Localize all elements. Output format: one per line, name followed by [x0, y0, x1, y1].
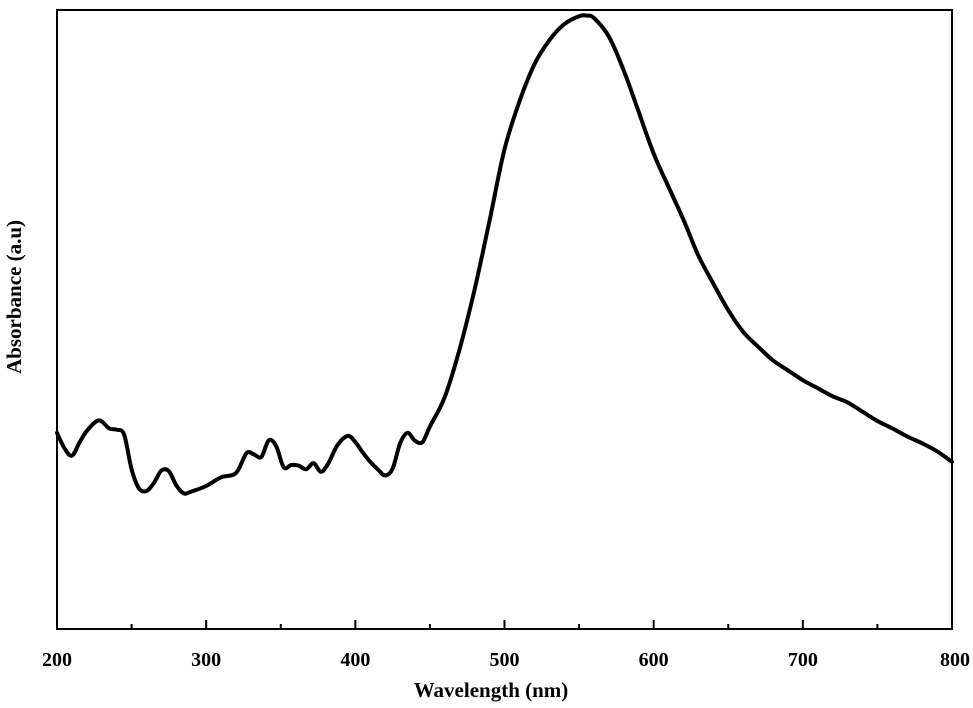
x-axis-tick-labels: 200 300 400 500 600 700 800 — [42, 649, 970, 671]
x-axis-title: Wavelength (nm) — [414, 678, 569, 702]
plot-frame — [56, 9, 953, 630]
x-tick-label: 400 — [340, 649, 370, 671]
x-tick-label: 300 — [191, 649, 221, 671]
x-tick-label: 200 — [42, 649, 72, 671]
y-axis-title: Absorbance (a.u) — [2, 220, 26, 374]
x-axis-ticks — [56, 620, 953, 629]
x-tick-label: 700 — [788, 649, 818, 671]
x-tick-label: 600 — [639, 649, 669, 671]
absorbance-line — [55, 13, 954, 496]
x-tick-label: 500 — [490, 649, 520, 671]
x-tick-label: 800 — [940, 649, 970, 671]
